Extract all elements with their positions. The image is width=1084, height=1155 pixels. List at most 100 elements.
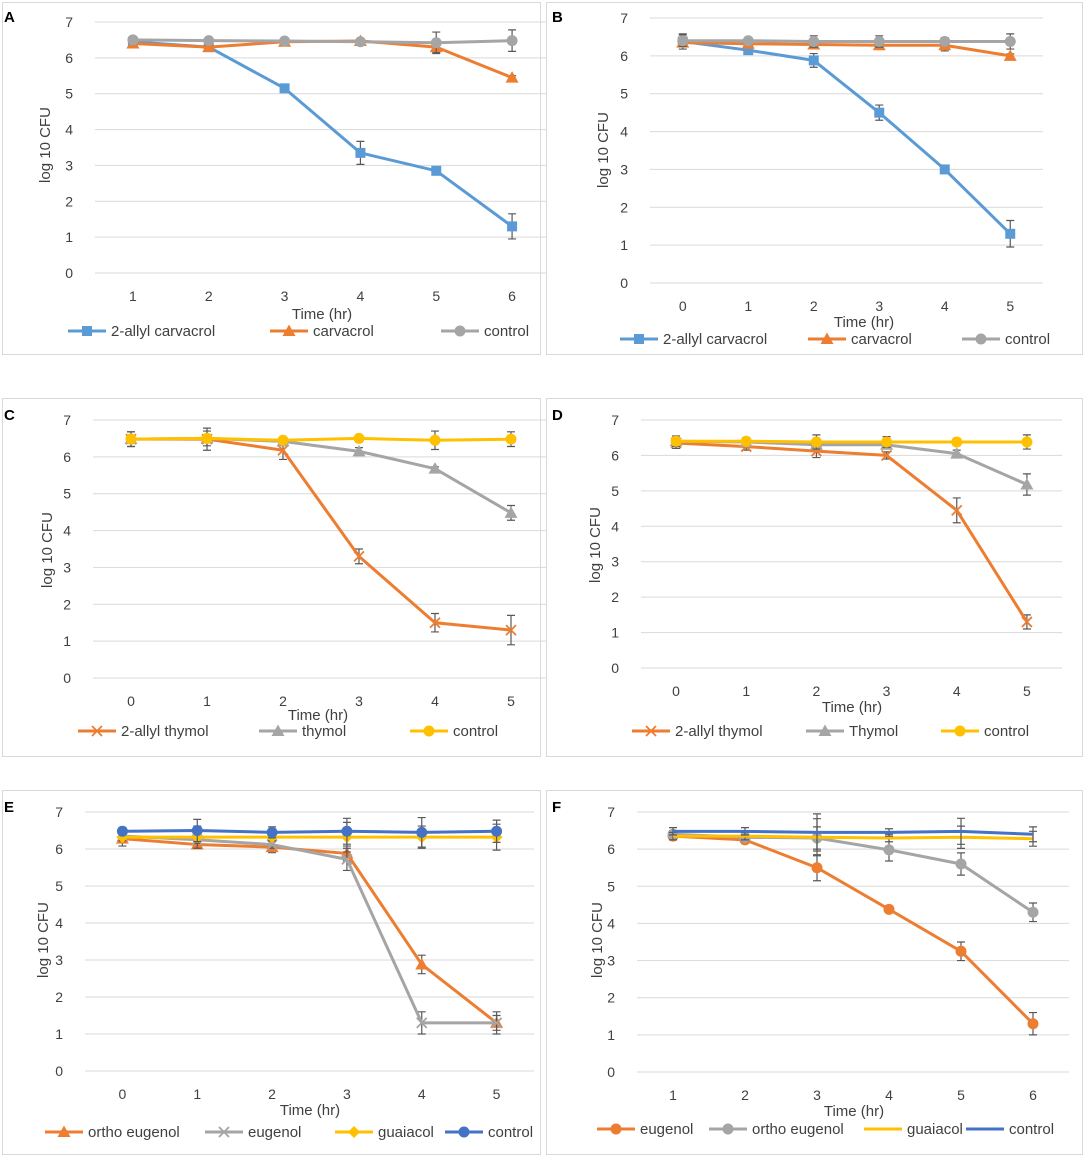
legend-label: ortho eugenol <box>752 1121 844 1138</box>
data-point <box>955 858 967 870</box>
data-point <box>810 436 822 448</box>
legend-marker <box>458 1126 470 1138</box>
legend-label: 2-allyl carvacrol <box>111 323 215 340</box>
x-tick-label: 3 <box>355 693 363 709</box>
y-axis-title: log 10 CFU <box>595 112 612 188</box>
x-tick-label: 4 <box>357 288 365 304</box>
x-axis-title: Time (hr) <box>292 306 352 323</box>
y-tick-label: 5 <box>63 486 71 502</box>
series-control <box>116 816 503 848</box>
y-tick-label: 3 <box>607 953 615 969</box>
y-axis-title: log 10 CFU <box>39 512 56 588</box>
legend-marker <box>954 725 966 737</box>
data-point <box>670 435 682 447</box>
x-tick-label: 1 <box>129 288 137 304</box>
legend-marker <box>423 725 435 737</box>
data-point <box>341 825 353 837</box>
data-point <box>279 35 291 47</box>
y-tick-label: 7 <box>63 412 71 428</box>
series-control <box>127 29 518 55</box>
data-point <box>740 435 752 447</box>
data-point <box>742 35 754 47</box>
data-point <box>505 624 517 636</box>
x-tick-label: 0 <box>119 1086 127 1102</box>
y-tick-label: 6 <box>607 841 615 857</box>
data-point <box>880 449 893 462</box>
y-tick-label: 6 <box>65 50 73 66</box>
series-line <box>676 441 1029 623</box>
series-line <box>682 39 1011 43</box>
y-axis-title: log 10 CFU <box>37 107 54 183</box>
legend-label: guaiacol <box>378 1124 434 1141</box>
data-point <box>416 1017 428 1029</box>
data-point <box>1020 477 1034 490</box>
data-point <box>415 957 429 970</box>
legend-marker <box>82 326 92 336</box>
series-line <box>682 41 1011 58</box>
legend: 2-allyl thymol Thymol control <box>632 723 1029 740</box>
x-tick-label: 2 <box>205 288 213 304</box>
x-tick-label: 1 <box>193 1086 201 1102</box>
data-point <box>505 433 517 445</box>
legend-marker <box>645 725 657 737</box>
y-tick-label: 2 <box>63 596 71 612</box>
x-tick-label: 3 <box>883 683 891 699</box>
data-point <box>504 506 518 518</box>
x-tick-label: 4 <box>953 683 961 699</box>
y-tick-label: 5 <box>611 483 619 499</box>
data-point <box>951 504 963 516</box>
legend-marker <box>271 724 285 736</box>
panel-letter: A <box>4 9 15 26</box>
y-tick-label: 1 <box>620 237 628 253</box>
legend-marker <box>975 333 987 345</box>
legend-label: eugenol <box>248 1124 301 1141</box>
panel-frame <box>2 398 541 757</box>
y-tick-label: 3 <box>55 952 63 968</box>
legend-marker <box>454 325 466 337</box>
data-point <box>490 1017 503 1029</box>
legend-label: Thymol <box>849 723 898 740</box>
x-tick-label: 4 <box>418 1086 426 1102</box>
x-tick-label: 6 <box>1029 1087 1037 1103</box>
legend-marker <box>610 1123 622 1135</box>
data-point <box>950 447 964 459</box>
x-tick-label: 1 <box>203 693 211 709</box>
x-tick-label: 4 <box>885 1087 893 1103</box>
panel-a: A 0 1 2 3 4 5 6 7 1 2 3 4 5 6 Time (hr) log 10 CFU 2-ally… <box>2 2 550 355</box>
y-tick-label: 2 <box>611 589 619 605</box>
series-line <box>122 829 497 834</box>
data-point <box>883 844 895 856</box>
data-point <box>811 862 823 874</box>
legend-label: control <box>1005 331 1050 348</box>
y-tick-label: 4 <box>63 523 71 539</box>
data-point <box>355 147 366 158</box>
legend-marker <box>91 725 103 737</box>
legend: 2-allyl carvacrol carvacrol control <box>68 323 529 340</box>
x-tick-label: 2 <box>268 1086 276 1102</box>
y-tick-label: 4 <box>611 518 619 534</box>
data-point <box>191 825 203 836</box>
panel-letter: E <box>4 799 14 816</box>
x-tick-label: 3 <box>281 288 289 304</box>
y-tick-label: 7 <box>65 14 73 30</box>
y-tick-label: 7 <box>607 804 615 820</box>
x-axis-title: Time (hr) <box>824 1103 884 1120</box>
legend: 2-allyl carvacrol carvacrol control <box>620 331 1050 348</box>
y-tick-label: 5 <box>620 86 628 102</box>
data-point <box>277 434 289 446</box>
y-tick-label: 1 <box>65 229 73 245</box>
series-control <box>670 434 1033 450</box>
legend-label: ortho eugenol <box>88 1124 180 1141</box>
panel-frame <box>546 398 1083 757</box>
x-tick-label: 1 <box>669 1087 677 1103</box>
x-axis-title: Time (hr) <box>288 707 348 724</box>
data-point <box>429 617 441 629</box>
panel-letter: B <box>552 9 563 26</box>
y-tick-label: 6 <box>63 449 71 465</box>
data-point <box>416 826 428 838</box>
legend-marker <box>348 1126 360 1138</box>
legend-marker <box>722 1123 734 1135</box>
data-point <box>873 35 885 47</box>
y-tick-label: 3 <box>65 157 73 173</box>
data-point <box>353 550 365 563</box>
